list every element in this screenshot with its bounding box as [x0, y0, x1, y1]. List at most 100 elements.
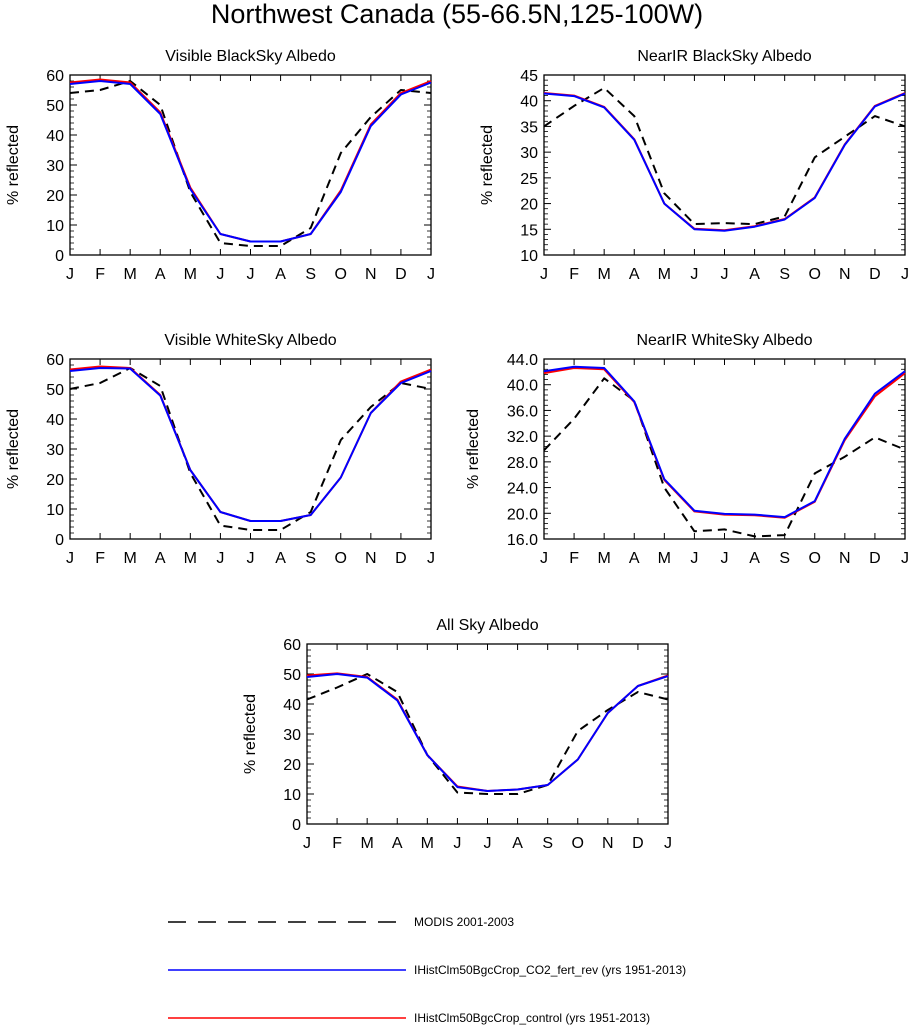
x-tick-label: N: [839, 266, 851, 283]
series-line-control: [69, 78, 432, 243]
x-tick-label: A: [749, 266, 760, 283]
x-tick-label: A: [275, 550, 286, 567]
x-tick-label: A: [155, 266, 166, 283]
x-tick-label: D: [395, 550, 407, 567]
x-tick-label: J: [540, 550, 548, 567]
x-tick-label: J: [721, 550, 729, 567]
x-tick-label: M: [124, 550, 137, 567]
x-tick-label: A: [392, 835, 403, 852]
legend-label-control: IHistClm50BgcCrop_control (yrs 1951-2013…: [414, 1011, 650, 1025]
x-tick-label: O: [335, 550, 347, 567]
x-tick-label: O: [335, 266, 347, 283]
x-tick-label: S: [542, 835, 553, 852]
x-tick-label: M: [184, 266, 197, 283]
panel-title: NearIR WhiteSky Albedo: [636, 332, 812, 349]
series-line-fert: [543, 92, 906, 232]
x-tick-label: J: [484, 835, 492, 852]
x-tick-label: A: [155, 550, 166, 567]
y-tick-label: 28.0: [507, 455, 538, 472]
x-tick-label: J: [690, 550, 698, 567]
y-tick-label: 36.0: [507, 403, 538, 420]
x-tick-label: A: [275, 266, 286, 283]
x-tick-label: J: [453, 835, 461, 852]
y-tick-label: 50: [46, 98, 64, 115]
y-tick-label: 10: [283, 787, 301, 804]
x-tick-label: S: [779, 550, 790, 567]
x-tick-label: M: [658, 550, 671, 567]
x-tick-label: M: [598, 550, 611, 567]
x-tick-label: J: [66, 550, 74, 567]
plot-frame: [543, 74, 906, 256]
x-tick-label: J: [901, 266, 909, 283]
x-tick-label: M: [598, 266, 611, 283]
x-tick-label: S: [305, 550, 316, 567]
x-tick-label: F: [569, 550, 579, 567]
series-line-modis: [306, 673, 669, 795]
series-line-modis: [69, 367, 432, 531]
y-tick-label: 16.0: [507, 532, 538, 549]
plot-frame: [543, 358, 906, 540]
x-tick-label: D: [395, 266, 407, 283]
x-tick-label: O: [809, 550, 821, 567]
x-tick-label: J: [721, 266, 729, 283]
y-tick-label: 60: [46, 68, 64, 85]
y-tick-label: 50: [283, 667, 301, 684]
series-line-fert: [69, 80, 432, 243]
y-tick-label: 30: [46, 158, 64, 175]
y-axis-label: % reflected: [465, 409, 482, 489]
y-tick-label: 60: [46, 352, 64, 369]
panel-title: Visible BlackSky Albedo: [165, 48, 336, 65]
x-tick-label: F: [95, 550, 105, 567]
x-tick-label: M: [124, 266, 137, 283]
series-line-fert: [306, 673, 669, 792]
y-tick-label: 30: [520, 145, 538, 162]
x-tick-label: D: [869, 266, 881, 283]
x-tick-label: J: [901, 550, 909, 567]
x-tick-label: S: [305, 266, 316, 283]
x-tick-label: A: [629, 266, 640, 283]
x-tick-label: F: [332, 835, 342, 852]
x-tick-label: M: [361, 835, 374, 852]
x-tick-label: J: [303, 835, 311, 852]
x-tick-label: A: [629, 550, 640, 567]
series-line-control: [306, 672, 669, 792]
y-tick-label: 10: [46, 218, 64, 235]
y-axis-label: % reflected: [5, 125, 22, 205]
figure-title: Northwest Canada (55-66.5N,125-100W): [211, 0, 703, 29]
x-tick-label: S: [779, 266, 790, 283]
series-line-fert: [543, 365, 906, 519]
y-axis-label: % reflected: [242, 694, 259, 774]
series-line-modis: [543, 86, 906, 226]
x-tick-label: O: [809, 266, 821, 283]
x-tick-label: F: [95, 266, 105, 283]
legend-label-modis: MODIS 2001-2003: [414, 915, 514, 929]
y-tick-label: 15: [520, 222, 538, 239]
panel-title: NearIR BlackSky Albedo: [637, 48, 811, 65]
x-tick-label: D: [869, 550, 881, 567]
x-tick-label: N: [365, 550, 377, 567]
panel-title: All Sky Albedo: [436, 617, 538, 634]
x-tick-label: J: [66, 266, 74, 283]
y-tick-label: 20: [283, 757, 301, 774]
y-axis-label: % reflected: [479, 125, 496, 205]
y-tick-label: 30: [283, 727, 301, 744]
y-tick-label: 45: [520, 68, 538, 85]
x-tick-label: J: [540, 266, 548, 283]
x-tick-label: D: [632, 835, 644, 852]
x-tick-label: O: [572, 835, 584, 852]
x-tick-label: N: [365, 266, 377, 283]
x-tick-label: J: [247, 550, 255, 567]
x-tick-label: J: [216, 550, 224, 567]
y-tick-label: 40: [46, 128, 64, 145]
series-line-control: [543, 92, 906, 232]
y-tick-label: 40: [46, 412, 64, 429]
x-tick-label: J: [690, 266, 698, 283]
y-tick-label: 0: [55, 532, 64, 549]
x-tick-label: J: [664, 835, 672, 852]
series-line-control: [543, 367, 906, 519]
y-tick-label: 50: [46, 382, 64, 399]
